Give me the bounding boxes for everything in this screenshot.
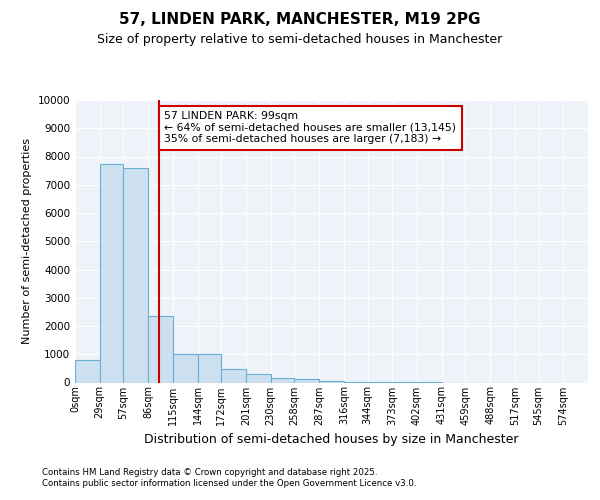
- Bar: [75, 360, 100, 382]
- Text: 57, LINDEN PARK, MANCHESTER, M19 2PG: 57, LINDEN PARK, MANCHESTER, M19 2PG: [119, 12, 481, 28]
- Text: 57 LINDEN PARK: 99sqm
← 64% of semi-detached houses are smaller (13,145)
35% of : 57 LINDEN PARK: 99sqm ← 64% of semi-deta…: [164, 112, 457, 144]
- Bar: [246, 374, 271, 382]
- Bar: [221, 369, 246, 382]
- Bar: [319, 381, 344, 382]
- Bar: [148, 316, 173, 382]
- Bar: [271, 378, 295, 382]
- Bar: [295, 380, 319, 382]
- Bar: [197, 354, 221, 382]
- Bar: [124, 168, 148, 382]
- Y-axis label: Number of semi-detached properties: Number of semi-detached properties: [22, 138, 32, 344]
- X-axis label: Distribution of semi-detached houses by size in Manchester: Distribution of semi-detached houses by …: [144, 433, 519, 446]
- Text: Size of property relative to semi-detached houses in Manchester: Size of property relative to semi-detach…: [97, 32, 503, 46]
- Bar: [100, 164, 124, 382]
- Text: Contains HM Land Registry data © Crown copyright and database right 2025.
Contai: Contains HM Land Registry data © Crown c…: [42, 468, 416, 487]
- Bar: [173, 354, 197, 382]
